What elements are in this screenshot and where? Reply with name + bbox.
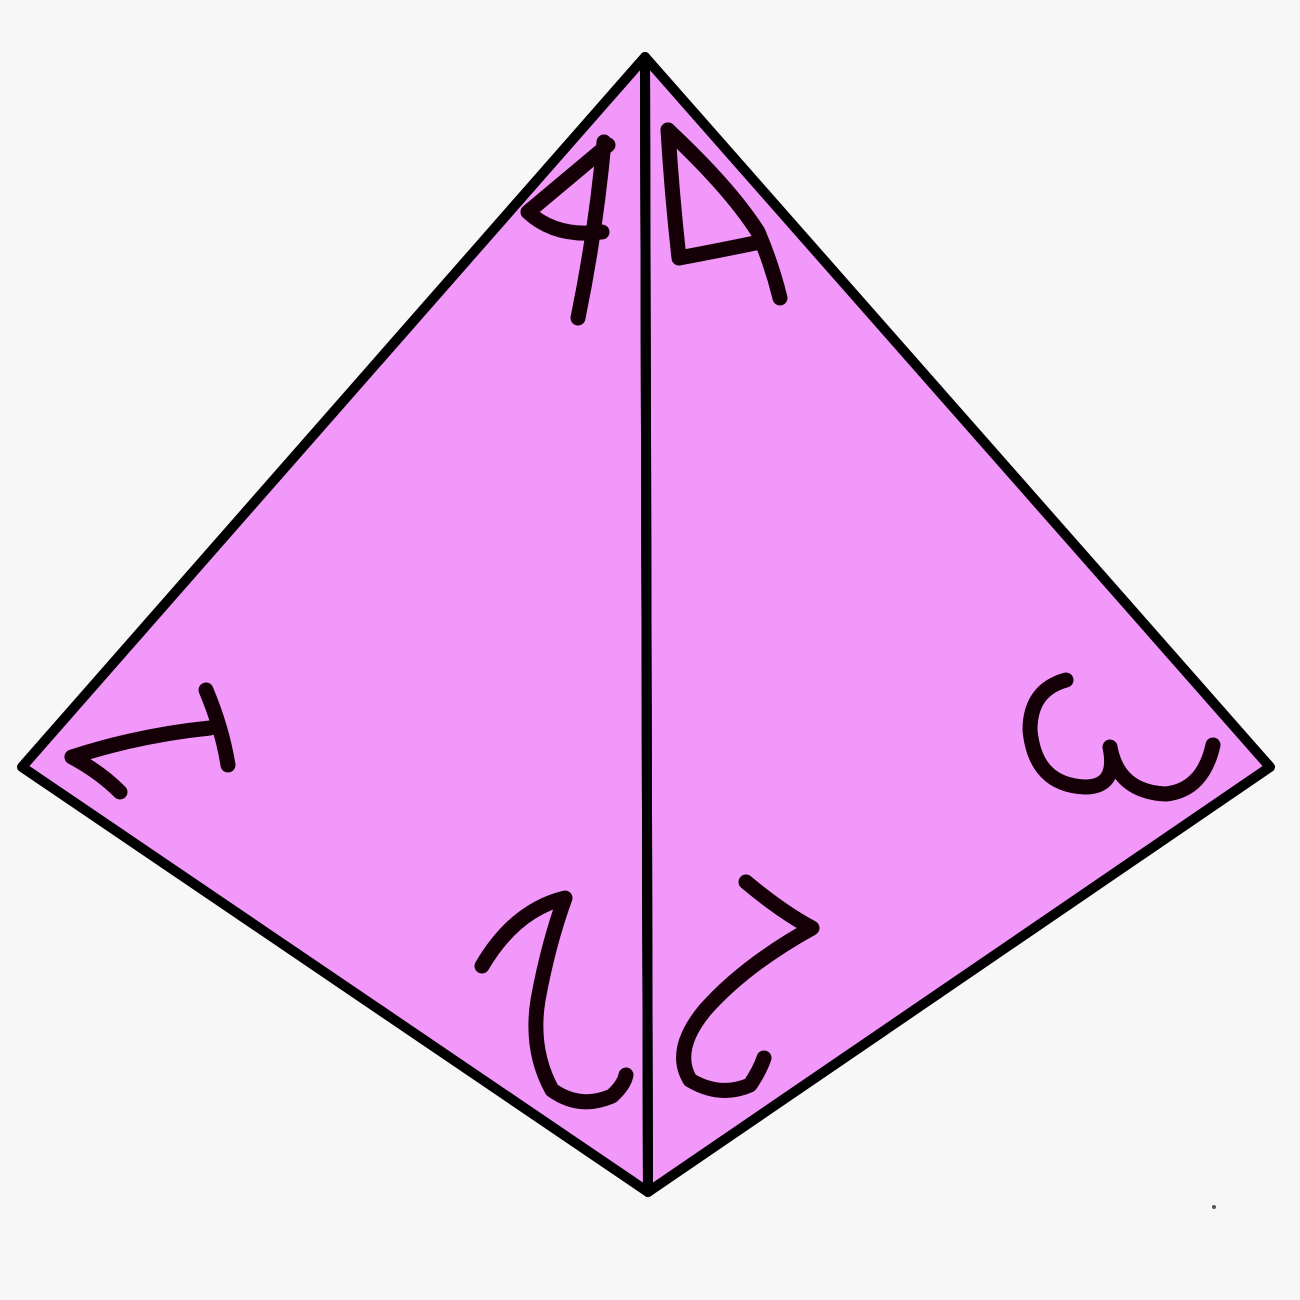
right-face — [645, 57, 1270, 1192]
speck — [1212, 1205, 1216, 1209]
center-edge — [645, 57, 648, 1192]
